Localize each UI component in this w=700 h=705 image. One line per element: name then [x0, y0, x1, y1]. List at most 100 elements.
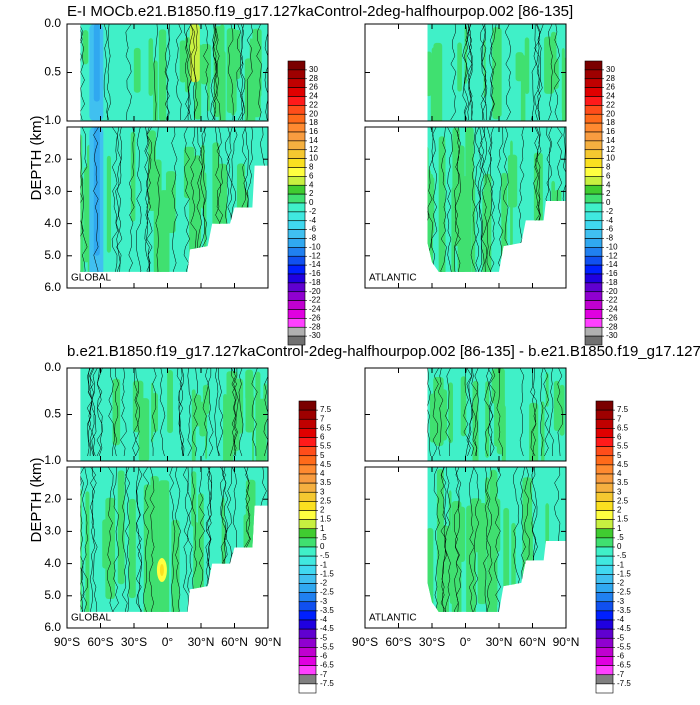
colorbar-box — [298, 473, 317, 484]
colorbar-label: 16 — [309, 127, 318, 136]
colorbar-label: -2 — [320, 579, 328, 588]
contour-line — [375, 24, 380, 120]
colorbar-box — [584, 122, 603, 133]
y-tick-label: 0.5 — [44, 407, 61, 421]
contour-line — [144, 127, 151, 272]
contour-line — [421, 24, 426, 120]
contour-line — [240, 24, 246, 121]
contour-fill — [388, 27, 394, 57]
colorbar-label: 18 — [606, 118, 615, 127]
colorbar-label: 26 — [309, 83, 318, 92]
colorbar-label: 0 — [606, 198, 611, 207]
y-axis-label: DEPTH (km) — [28, 458, 45, 543]
colorbar-label: -20 — [606, 287, 618, 296]
contour-line — [187, 24, 194, 121]
contour-fill — [491, 368, 500, 404]
colorbar-box — [595, 464, 614, 475]
contour-line — [440, 467, 447, 612]
contour-fill — [412, 487, 419, 622]
contour-line — [402, 467, 408, 627]
colorbar-box — [595, 555, 614, 566]
contour-line — [153, 24, 158, 121]
colorbar-label: -4 — [617, 615, 625, 624]
contour-line — [468, 467, 475, 612]
contour-fill — [254, 511, 261, 612]
contour-line — [496, 368, 503, 457]
colorbar-label: 8 — [606, 163, 611, 172]
contour-line — [230, 368, 237, 457]
contour-fill — [253, 521, 260, 596]
contour-line — [409, 368, 413, 456]
contour-fill — [415, 391, 420, 443]
colorbar-label: 0 — [320, 542, 325, 551]
contour-line — [384, 127, 390, 287]
contour-line — [450, 24, 457, 121]
colorbar-label: -4.5 — [320, 624, 334, 633]
contour-fill — [399, 35, 403, 130]
colorbar-box — [287, 113, 306, 124]
colorbar-box — [287, 273, 306, 284]
contour-line — [108, 368, 115, 457]
x-tick-label: 90°N — [255, 635, 282, 649]
contour-line — [175, 24, 183, 121]
contour-line — [489, 127, 495, 272]
contour-fill — [544, 36, 555, 94]
colorbar-label: -6 — [309, 225, 317, 234]
colorbar-label: 28 — [309, 74, 318, 83]
colorbar-box — [287, 167, 306, 177]
contour-fill — [524, 37, 530, 94]
contour-line — [88, 368, 93, 457]
contour-field — [402, 467, 566, 627]
colorbar-label: 22 — [309, 100, 318, 109]
colorbar-label: 2.5 — [320, 496, 332, 505]
colorbar-label: -4.5 — [617, 624, 631, 633]
contour-fill — [456, 506, 466, 563]
contour-line — [477, 127, 485, 272]
contour-line — [486, 127, 493, 272]
contour-fill — [161, 509, 164, 612]
colorbar-label: 5 — [617, 451, 622, 460]
contour-line — [146, 127, 153, 272]
contour-line — [418, 24, 423, 120]
colorbar-box — [595, 519, 614, 530]
contour-line — [107, 467, 114, 612]
colorbar-label: 6 — [606, 171, 611, 180]
contour-fill — [427, 146, 429, 269]
colorbar-box — [298, 610, 317, 621]
contour-line — [217, 368, 224, 457]
contour-fill — [158, 29, 167, 121]
contour-line — [86, 368, 93, 457]
contour-line — [135, 467, 143, 612]
colorbar-label: -20 — [309, 287, 321, 296]
colorbar-label: -14 — [606, 260, 618, 269]
colorbar-box — [298, 464, 317, 475]
contour-line — [365, 127, 371, 287]
contour-line — [191, 368, 198, 457]
contour-line — [231, 368, 238, 457]
colorbar-box — [595, 619, 614, 630]
contour-fill — [189, 24, 200, 83]
colorbar-label: 5.5 — [617, 442, 629, 451]
contour-fill — [159, 564, 164, 577]
colorbar-label: .5 — [320, 533, 327, 542]
contour-line — [467, 24, 473, 121]
colorbar-label: -.5 — [617, 551, 627, 560]
colorbar-label: -12 — [606, 251, 618, 260]
contour-line — [125, 24, 132, 121]
colorbar-box — [584, 167, 603, 177]
colorbar-label: 2 — [320, 506, 325, 515]
colorbar-label: -6 — [606, 225, 614, 234]
colorbar-label: 10 — [606, 154, 615, 163]
colorbar-label: -2 — [606, 207, 614, 216]
contour-fill — [403, 46, 409, 102]
contour-line — [91, 467, 98, 612]
colorbar-box — [287, 229, 306, 239]
contour-line — [489, 24, 495, 121]
colorbar-box — [298, 583, 317, 593]
contour-line — [93, 127, 100, 272]
colorbar-label: -.5 — [320, 551, 330, 560]
contour-line — [75, 127, 80, 287]
colorbar-label: 5 — [320, 451, 325, 460]
colorbar-box — [595, 665, 614, 676]
